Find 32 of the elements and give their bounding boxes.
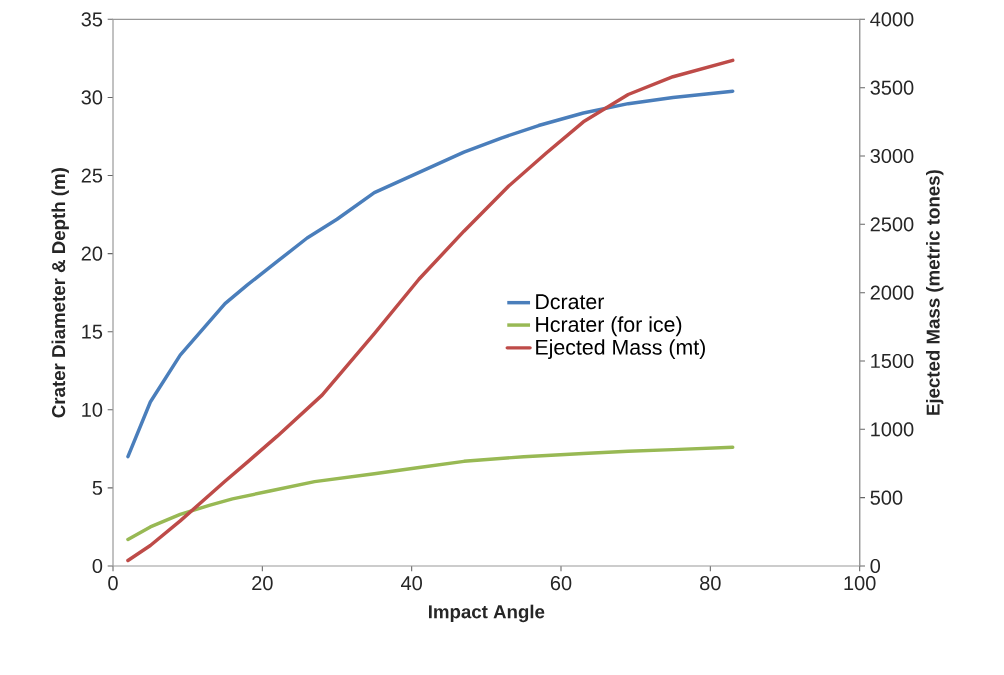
y2-tick-label: 2000 <box>870 285 914 300</box>
x-tick-label: 20 <box>252 576 273 591</box>
y-tick-label: 35 <box>81 12 103 27</box>
line-series <box>126 58 735 563</box>
y2-tick-label: 4000 <box>870 12 914 27</box>
y2-tick-label: 2500 <box>870 217 914 232</box>
legend-label: Ejected Mass (mt) <box>536 339 705 360</box>
y-tick-label: 20 <box>81 246 103 261</box>
x-axis-title: Impact Angle <box>428 604 545 623</box>
x-tick-label: 0 <box>108 576 118 591</box>
y2-tick-label: 0 <box>870 558 881 574</box>
line-series <box>126 445 735 542</box>
y-tick-label: 15 <box>82 324 103 339</box>
legend-label: Hcrater (for ice) <box>536 316 682 337</box>
legend-label: Dcrater <box>536 294 605 310</box>
y-tick-label: 0 <box>92 558 103 574</box>
y2-tick-label: 500 <box>870 490 903 505</box>
x-tick-label: 60 <box>550 576 572 591</box>
y2-tick-label: 1000 <box>871 422 914 437</box>
line-series <box>126 89 735 459</box>
y-axis-title: Crater Diameter & Depth (m) <box>51 168 69 418</box>
x-tick-label: 80 <box>700 576 721 591</box>
x-tick-label: 100 <box>844 576 876 591</box>
y2-tick-label: 3000 <box>870 148 914 164</box>
y-tick-label: 10 <box>82 402 103 417</box>
y2-tick-label: 1500 <box>871 353 914 369</box>
y-tick-label: 25 <box>81 168 103 183</box>
y-tick-label: 5 <box>92 480 103 495</box>
y2-axis-title: Ejected Mass (metric tones) <box>926 170 944 415</box>
x-tick-label: 40 <box>401 576 422 591</box>
y2-tick-label: 3500 <box>870 80 914 95</box>
y-tick-label: 30 <box>81 90 103 105</box>
